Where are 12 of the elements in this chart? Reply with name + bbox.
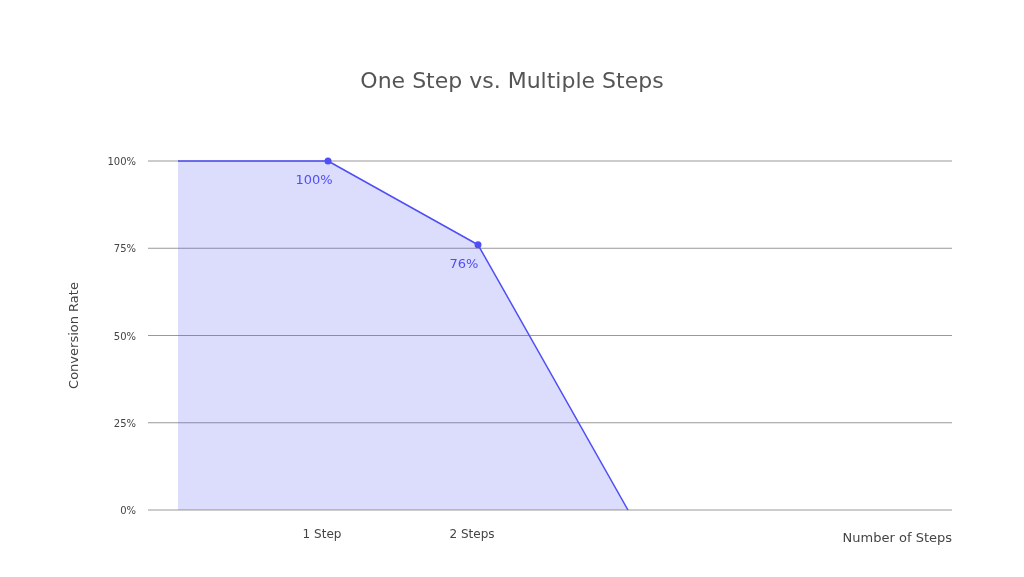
y-tick-label: 100% xyxy=(107,156,136,167)
data-label: 76% xyxy=(449,255,479,271)
y-tick-label: 50% xyxy=(113,330,136,342)
y-tick-label: 25% xyxy=(113,417,136,429)
y-tick-label: 75% xyxy=(113,243,136,255)
x-tick-label: 1 Step xyxy=(302,527,342,541)
y-tick-label: 0% xyxy=(120,505,136,516)
data-label: 100% xyxy=(295,172,333,187)
text: Number of Steps xyxy=(842,530,953,545)
y-axis-title: Conversion Rate xyxy=(66,282,81,389)
x-tick-label: 2 Steps xyxy=(449,527,495,541)
chart-title: One Step vs. Multiple Steps xyxy=(360,68,664,93)
